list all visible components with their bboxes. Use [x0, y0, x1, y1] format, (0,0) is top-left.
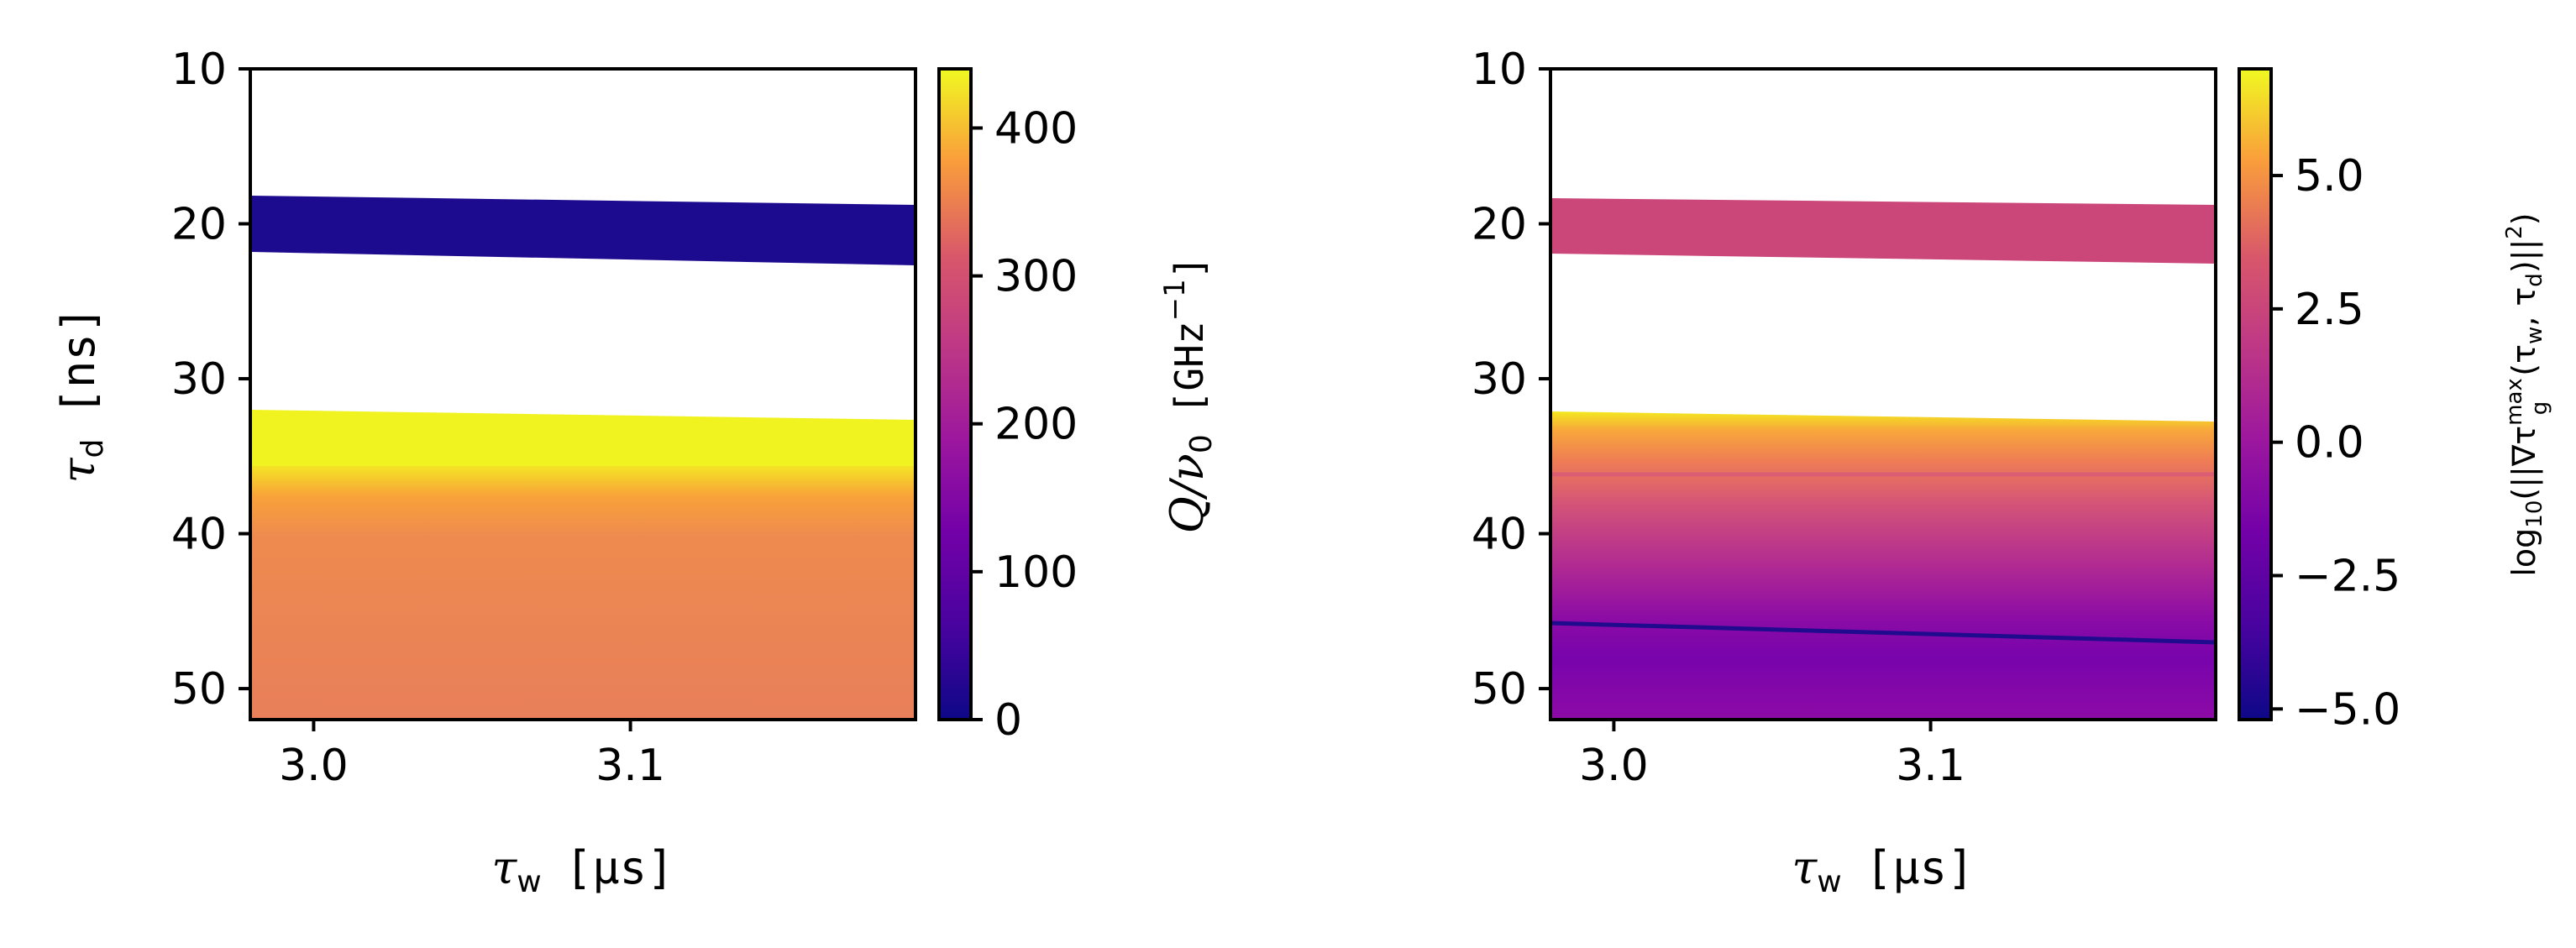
left-cb-tick-label-3: 300: [994, 252, 1078, 302]
left-cb-tick-label-0: 0: [994, 695, 1022, 746]
right-y-tick-label-1: 20: [1472, 200, 1527, 250]
left-y-tick-label-1: 20: [171, 200, 227, 250]
right-lower-region: [1550, 411, 2216, 720]
left-plot-area: [250, 196, 916, 720]
right-cb-tick-label-2: 0.0: [2295, 418, 2364, 469]
right-cb-tick-label-1: −2.5: [2295, 551, 2400, 601]
left-x-tick-label-1: 3.1: [595, 741, 665, 791]
left-lower-region: [250, 466, 916, 720]
left-upper-band: [250, 196, 916, 265]
right-y-tick-label-3: 40: [1472, 510, 1527, 560]
right-y-tick-label-4: 50: [1472, 664, 1527, 715]
right-plot-area: [1550, 198, 2216, 720]
left-cb-tick-label-1: 100: [994, 547, 1078, 598]
right-cb-tick-label-4: 5.0: [2295, 151, 2364, 202]
right-y-axis: 10 20 30 40 50: [1472, 45, 1550, 715]
right-plot-frame: [1549, 67, 2217, 721]
left-x-axis-label: τw [μs]: [491, 841, 674, 899]
left-colorbar-ticks: 0 100 200 300 400: [971, 103, 1078, 746]
left-saturated-band: [250, 410, 916, 470]
left-y-tick-label-2: 30: [171, 354, 227, 405]
left-cb-tick-label-2: 200: [994, 400, 1078, 450]
left-x-axis: 3.0 3.1: [279, 720, 665, 791]
right-cb-tick-label-3: 2.5: [2295, 285, 2364, 335]
right-y-tick-label-0: 10: [1472, 45, 1527, 95]
left-plot-frame: [249, 67, 917, 721]
left-y-tick-label-0: 10: [171, 45, 227, 95]
left-colorbar: 0 100 200 300 400 Q/ν0[GHz−1]: [937, 67, 1219, 746]
right-upper-band: [1550, 198, 2216, 264]
right-colorbar: −5.0 −2.5 0.0 2.5 5.0 log10(||∇τmaxg(τw, τd)…: [2238, 67, 2552, 735]
right-x-axis: 3.0 3.1: [1579, 720, 1965, 791]
right-y-tick-label-2: 30: [1472, 354, 1527, 405]
left-panel: 10 20 30 40 50 3.0 3.1 τw [μs] τd[ns] 0 100 200 3…: [52, 45, 1219, 899]
left-y-axis: 10 20 30 40 50: [171, 45, 250, 715]
left-y-tick-label-3: 40: [171, 510, 227, 560]
right-colorbar-label: log10(||∇τmaxg(τw, τd)||2): [2502, 212, 2552, 576]
left-y-axis-label: τd[ns]: [52, 306, 110, 484]
left-colorbar-label: Q/ν0[GHz−1]: [1158, 256, 1219, 534]
right-x-tick-label-1: 3.1: [1896, 741, 1965, 791]
right-cb-tick-label-0: −5.0: [2295, 684, 2400, 735]
left-colorbar-gradient: [937, 67, 973, 721]
left-x-tick-label-0: 3.0: [279, 741, 349, 791]
right-colorbar-gradient: [2238, 67, 2273, 721]
right-minimum-line: [1550, 621, 2216, 645]
right-panel: 10 20 30 40 50 3.0 3.1 τw [μs] −5.0 −2.5 0.0 2.5 5…: [1472, 45, 2552, 899]
right-x-tick-label-0: 3.0: [1579, 741, 1649, 791]
right-x-axis-label: τw [μs]: [1792, 841, 1974, 899]
left-cb-tick-label-4: 400: [994, 103, 1078, 154]
left-y-tick-label-4: 50: [171, 664, 227, 715]
right-colorbar-ticks: −5.0 −2.5 0.0 2.5 5.0: [2271, 151, 2400, 735]
